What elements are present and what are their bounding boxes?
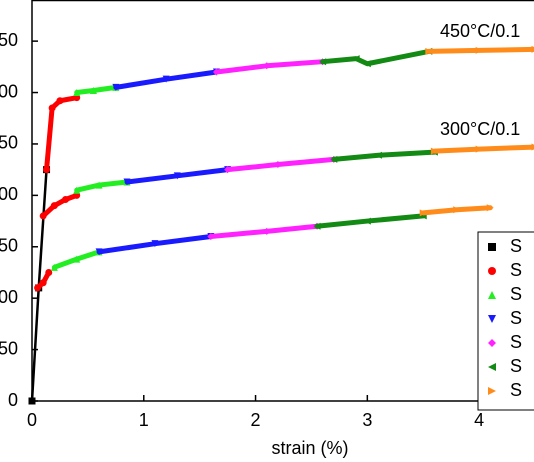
data-point [73,89,81,97]
data-point [263,62,271,70]
data-point [274,161,282,169]
data-point [419,209,427,217]
data-point [50,263,58,271]
data-point [62,195,70,203]
data-point [151,240,159,248]
data-point [34,284,42,292]
data-point [425,47,433,55]
data-point [319,58,327,66]
data-line [51,84,130,270]
data-line [314,48,437,229]
x-tick-label: 3 [362,410,372,430]
legend-marker [488,267,496,275]
legend-label: S [510,380,522,400]
data-point [112,83,120,91]
legend-marker [488,291,496,299]
data-point [39,212,47,220]
legend-label: S [510,356,522,376]
data-point [430,147,438,155]
data-point [330,155,338,163]
data-point [28,397,36,405]
y-tick-label: 0 [8,390,18,410]
legend-label: S [510,236,522,256]
data-point [95,181,103,189]
y-tick-label: 300 [0,81,18,101]
x-tick-label: 2 [251,410,261,430]
legend-marker [488,339,496,347]
annotation: 300°C/0.1 [440,119,520,139]
y-tick-label: 200 [0,184,18,204]
data-point [207,232,215,240]
data-line [208,59,337,239]
y-tick-label: 350 [0,30,18,50]
data-point [475,145,483,153]
data-point [475,46,483,54]
data-point [89,86,97,94]
data-line [96,69,231,255]
data-point [212,68,220,76]
data-point [363,217,371,225]
data-point [123,178,131,186]
x-tick-label: 1 [139,410,149,430]
legend-marker [488,243,496,251]
data-point [56,97,64,105]
data-point [173,172,181,180]
legend-label: S [510,332,522,352]
data-point [95,248,103,256]
y-tick-label: 150 [0,236,18,256]
data-point [363,60,371,68]
legend-label: S [510,260,522,280]
y-tick-label: 50 [0,338,18,358]
data-point [39,279,47,287]
data-point [48,104,56,112]
y-tick-label: 250 [0,133,18,153]
x-axis-label: strain (%) [271,438,348,458]
data-point [375,151,383,159]
data-point [162,75,170,83]
legend-label: S [510,308,522,328]
data-point [73,255,81,263]
data-point [453,206,461,214]
data-point [486,204,494,212]
data-point [531,143,534,151]
legend-box [477,231,534,411]
legend-marker [488,387,496,395]
data-point [45,268,53,276]
data-point [352,55,360,63]
y-tick-label: 100 [0,287,18,307]
x-tick-label: 4 [474,410,484,430]
data-point [73,186,81,194]
data-point [50,202,58,210]
data-point [224,166,232,174]
data-point [313,222,321,230]
x-tick-label: 0 [27,410,37,430]
legend-marker [488,315,496,323]
legend-marker [488,363,496,371]
legend-label: S [510,284,522,304]
data-point [531,45,534,53]
data-point [263,227,271,235]
annotation: 450°C/0.1 [440,21,520,41]
data-point [43,166,51,174]
